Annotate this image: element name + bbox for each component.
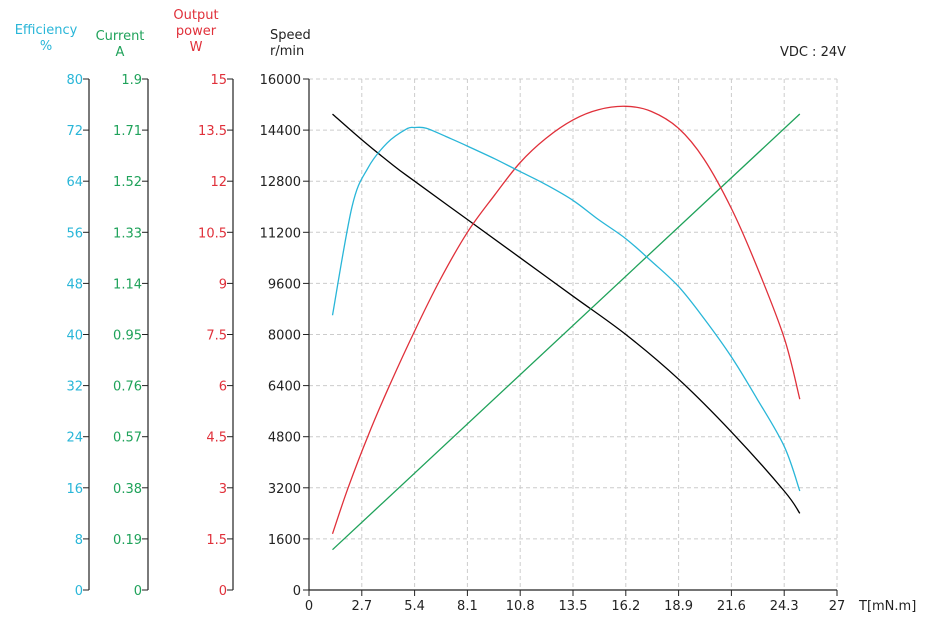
power-tick-label: 3 <box>219 482 227 497</box>
efficiency-tick-label: 8 <box>75 533 83 548</box>
current-tick-label: 1.9 <box>121 73 142 88</box>
x-tick-label: 5.4 <box>404 599 425 614</box>
output-power-line <box>331 105 801 535</box>
current-tick-label: 0.19 <box>113 533 142 548</box>
efficiency-tick-label: 80 <box>66 73 83 88</box>
speed-axis-title: r/min <box>270 44 304 59</box>
x-tick-label: 21.6 <box>717 599 746 614</box>
speed-tick-label: 8000 <box>268 329 301 344</box>
current-tick-label: 1.52 <box>113 175 142 190</box>
grid-lines <box>309 78 838 590</box>
speed-tick-label: 14400 <box>260 124 301 139</box>
current-tick-label: 1.71 <box>113 124 142 139</box>
x-tick-label: 13.5 <box>559 599 588 614</box>
x-tick-label: 18.9 <box>664 599 693 614</box>
speed-line <box>332 113 801 514</box>
efficiency-axis-title: Efficiency <box>15 23 78 38</box>
current-tick-label: 0.76 <box>113 380 142 395</box>
power-tick-label: 6 <box>219 380 227 395</box>
efficiency-line <box>331 126 801 492</box>
efficiency-tick-label: 32 <box>66 380 83 395</box>
x-tick-label: 10.8 <box>506 599 535 614</box>
speed-tick-label: 3200 <box>268 482 301 497</box>
x-tick-label: 8.1 <box>457 599 478 614</box>
power-axis-title: W <box>190 40 203 55</box>
efficiency-tick-label: 0 <box>75 584 83 599</box>
current-tick-label: 0.38 <box>113 482 142 497</box>
current-tick-label: 0.95 <box>113 329 142 344</box>
voltage-annotation: VDC : 24V <box>780 45 846 60</box>
current-tick-label: 1.14 <box>113 277 142 292</box>
efficiency-tick-label: 24 <box>66 431 83 446</box>
current-axis-title: A <box>116 45 125 60</box>
power-tick-label: 15 <box>210 73 227 88</box>
efficiency-axis-title: % <box>40 39 52 54</box>
power-tick-label: 4.5 <box>206 431 227 446</box>
x-tick-label: 27 <box>829 599 846 614</box>
efficiency-tick-label: 40 <box>66 329 83 344</box>
power-tick-label: 10.5 <box>198 226 227 241</box>
efficiency-tick-label: 48 <box>66 277 83 292</box>
speed-tick-label: 6400 <box>268 380 301 395</box>
speed-axis-title: Speed <box>270 28 311 43</box>
speed-tick-label: 4800 <box>268 431 301 446</box>
power-tick-label: 13.5 <box>198 124 227 139</box>
efficiency-tick-label: 56 <box>66 226 83 241</box>
speed-tick-label: 1600 <box>268 533 301 548</box>
speed-tick-label: 9600 <box>268 277 301 292</box>
current-line <box>332 113 801 551</box>
x-tick-label: 16.2 <box>611 599 640 614</box>
current-tick-label: 0 <box>134 584 142 599</box>
x-tick-label: 2.7 <box>351 599 372 614</box>
power-axis-title: power <box>176 24 217 39</box>
power-tick-label: 12 <box>210 175 227 190</box>
current-tick-label: 1.33 <box>113 226 142 241</box>
x-tick-label: 24.3 <box>770 599 799 614</box>
power-tick-label: 1.5 <box>206 533 227 548</box>
efficiency-tick-label: 64 <box>66 175 83 190</box>
x-axis-title: T[mN.m] <box>858 599 916 614</box>
speed-tick-label: 0 <box>293 584 301 599</box>
axes: 0 8 16 24 32 40 48 56 64 72 80 Efficiency% 0 0.19 0.38… <box>15 8 917 614</box>
efficiency-tick-label: 72 <box>66 124 83 139</box>
x-tick-label: 0 <box>305 599 313 614</box>
speed-tick-label: 16000 <box>260 73 301 88</box>
power-tick-label: 0 <box>219 584 227 599</box>
power-tick-label: 7.5 <box>206 329 227 344</box>
speed-tick-label: 11200 <box>260 226 301 241</box>
power-axis-title: Output <box>173 8 218 23</box>
current-tick-label: 0.57 <box>113 431 142 446</box>
speed-tick-label: 12800 <box>260 175 301 190</box>
efficiency-tick-label: 16 <box>66 482 83 497</box>
power-tick-label: 9 <box>219 277 227 292</box>
current-axis-title: Current <box>96 29 145 44</box>
series-lines <box>331 105 801 551</box>
